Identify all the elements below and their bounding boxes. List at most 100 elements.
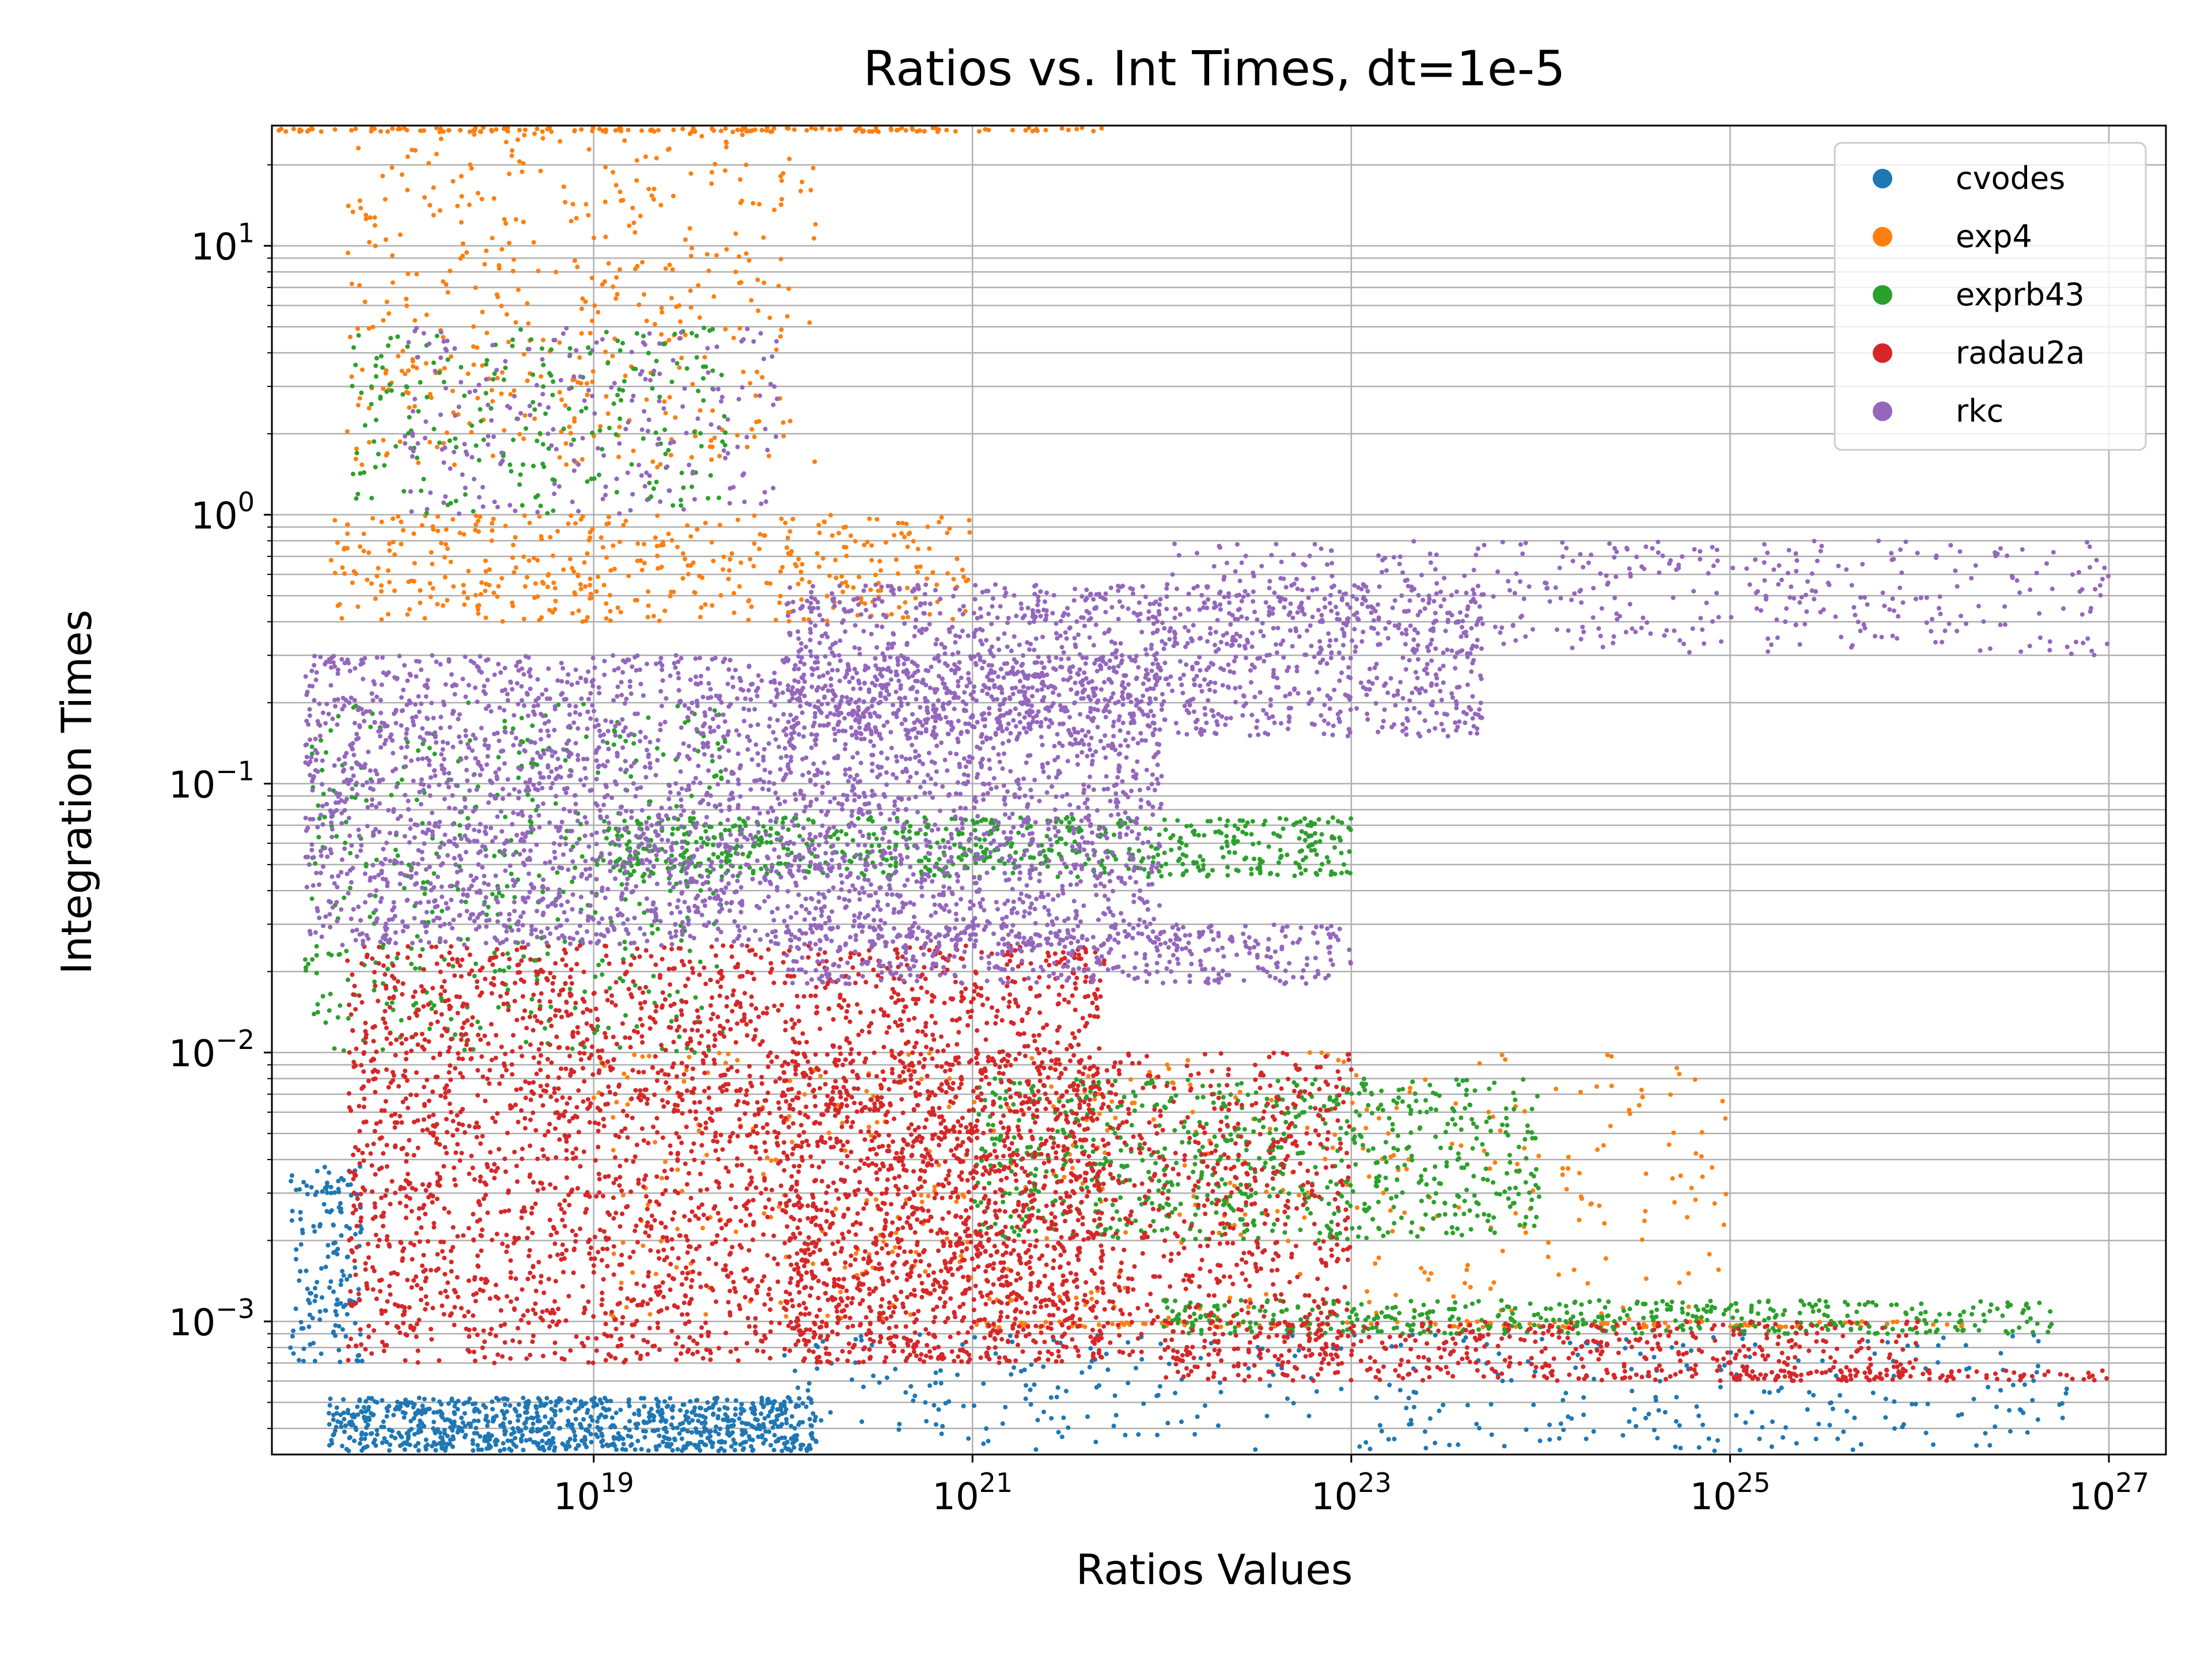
data-point (1168, 872, 1173, 877)
data-point (1124, 1320, 1129, 1325)
data-point (445, 1433, 450, 1438)
data-point (1718, 1384, 1723, 1389)
data-point (1578, 1194, 1584, 1199)
data-point (601, 582, 607, 588)
data-point (344, 1312, 350, 1317)
data-point (616, 454, 621, 460)
data-point (410, 147, 415, 153)
data-point (711, 294, 717, 299)
data-point (427, 203, 433, 208)
data-point (1656, 1408, 1661, 1413)
data-point (741, 369, 746, 374)
data-point (694, 1430, 699, 1435)
data-point (300, 1230, 305, 1236)
data-point (772, 207, 777, 213)
data-point (502, 1416, 507, 1421)
data-point (535, 762, 540, 767)
data-point (393, 847, 398, 853)
data-point (735, 127, 740, 132)
data-point (843, 832, 849, 837)
data-point (572, 128, 577, 133)
data-point (939, 515, 944, 520)
data-point (761, 1172, 766, 1177)
data-point (762, 533, 767, 538)
data-point (779, 327, 784, 332)
data-point (1275, 1362, 1281, 1368)
data-point (683, 556, 687, 562)
data-point (1673, 1318, 1678, 1323)
data-point (1345, 1320, 1350, 1325)
data-point (655, 926, 660, 931)
data-point (656, 1399, 661, 1404)
data-point (1452, 1203, 1457, 1209)
data-point (448, 268, 453, 274)
data-point (955, 1372, 960, 1377)
data-point (301, 1358, 306, 1363)
data-point (1112, 1393, 1118, 1398)
data-point (652, 187, 657, 191)
data-point (389, 1000, 395, 1005)
data-point (792, 1426, 797, 1431)
data-point (1646, 1411, 1652, 1416)
data-point (499, 370, 505, 375)
data-point (328, 991, 333, 997)
data-point (1353, 1162, 1358, 1167)
data-point (1437, 1408, 1442, 1414)
data-point (1605, 1052, 1610, 1058)
data-point (881, 870, 886, 875)
data-point (888, 126, 893, 131)
data-point (450, 517, 456, 522)
data-point (695, 527, 700, 532)
data-point (727, 568, 732, 573)
data-point (1117, 1217, 1122, 1222)
data-point (849, 1377, 854, 1382)
data-point (1533, 1183, 1538, 1188)
data-point (699, 134, 704, 139)
data-point (588, 1414, 593, 1419)
data-point (669, 589, 674, 594)
data-point (646, 989, 652, 994)
data-point (349, 281, 354, 286)
data-point (314, 971, 319, 976)
data-point (530, 723, 535, 728)
data-point (433, 1448, 438, 1453)
data-point (1850, 1447, 1855, 1452)
data-point (581, 1417, 586, 1422)
data-point (659, 332, 664, 337)
data-point (776, 861, 781, 866)
data-point (1386, 1131, 1391, 1136)
data-point (1657, 1378, 1662, 1384)
data-point (881, 1239, 886, 1244)
data-point (659, 565, 664, 570)
data-point (1033, 1229, 1038, 1234)
data-point (491, 1416, 496, 1422)
data-point (757, 1423, 762, 1429)
data-point (579, 457, 585, 462)
data-point (399, 1018, 404, 1023)
data-point (1348, 1203, 1353, 1209)
data-point (1373, 1183, 1378, 1188)
data-point (1421, 1226, 1425, 1232)
data-point (1422, 1270, 1427, 1275)
data-point (382, 1436, 387, 1441)
data-point (1264, 1096, 1270, 1101)
data-point (594, 589, 599, 594)
data-point (1427, 1416, 1433, 1421)
data-point (869, 543, 874, 548)
data-point (301, 1346, 306, 1351)
data-point (905, 585, 910, 590)
data-point (805, 1388, 810, 1393)
data-point (1390, 1127, 1395, 1132)
data-point (603, 349, 608, 354)
data-point (332, 1046, 337, 1051)
data-point (904, 521, 909, 527)
data-point (727, 828, 732, 833)
data-point (947, 526, 952, 531)
data-point (626, 127, 631, 132)
data-point (744, 251, 749, 256)
data-point (343, 820, 349, 825)
data-point (610, 354, 615, 358)
data-point (576, 608, 581, 613)
data-point (537, 873, 541, 878)
data-point (1264, 1291, 1268, 1297)
